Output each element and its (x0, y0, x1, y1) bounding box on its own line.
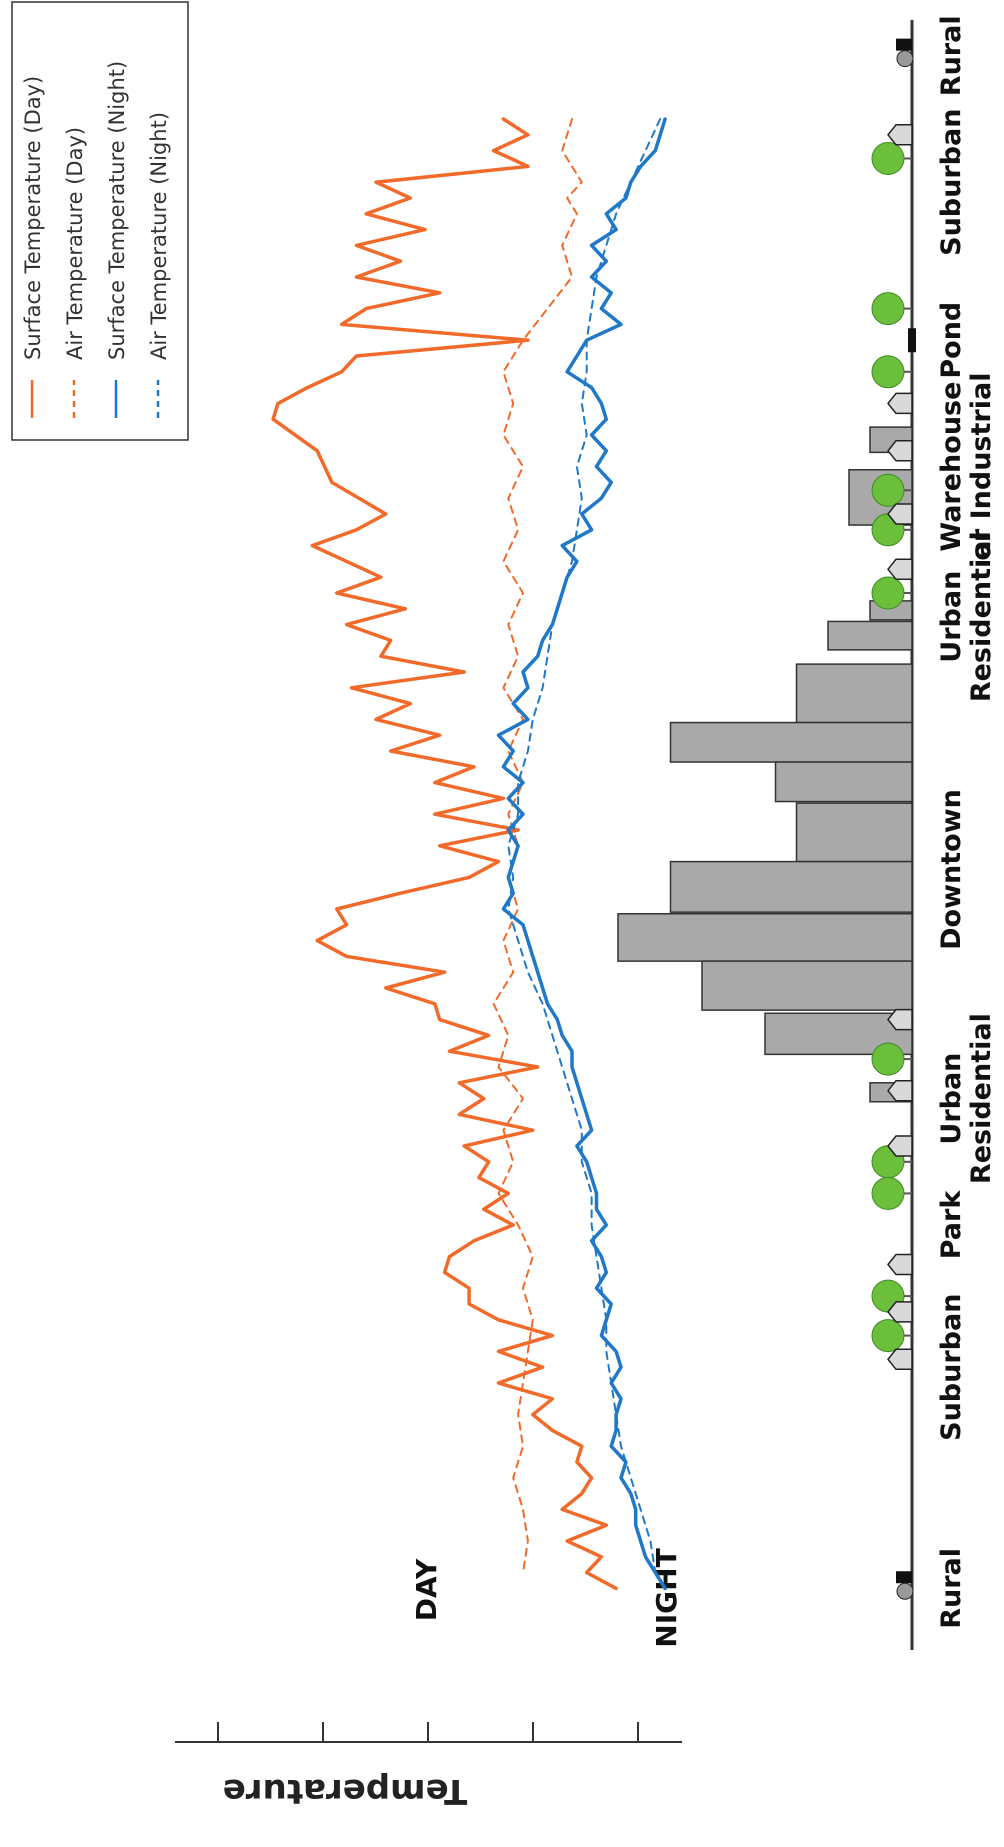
category-label: Pond (936, 302, 967, 379)
legend: Surface Temperature (Day) Air Temperature… (11, 1, 189, 441)
category-label: Rural (936, 15, 967, 96)
tree-icon (871, 142, 905, 175)
house-icon (887, 503, 913, 525)
building (669, 721, 913, 763)
tree-icon (871, 1319, 905, 1353)
day-label: DAY (410, 1558, 443, 1621)
house-icon (887, 1008, 913, 1031)
house-icon (887, 1253, 913, 1276)
house-icon (887, 392, 913, 415)
house-icon (887, 1135, 913, 1157)
legend-label: Air Temperature (Night) (147, 112, 171, 360)
category-label: or Industrial (966, 373, 997, 561)
barn-icon (896, 38, 912, 51)
building (617, 912, 913, 962)
building (795, 663, 913, 724)
silo-icon (896, 50, 914, 68)
building (774, 761, 913, 803)
barn-icon (896, 1571, 912, 1584)
tree-icon (871, 576, 905, 610)
house-icon (887, 558, 913, 581)
category-label: Urban (936, 571, 967, 663)
pond-icon (908, 328, 916, 353)
tree-icon (871, 1176, 905, 1210)
building (701, 960, 913, 1011)
plot-group: Surface Temperature (Day) Air Temperature… (11, 1, 997, 1811)
tree-icon (871, 473, 905, 507)
building (827, 620, 913, 651)
house-icon (887, 440, 913, 462)
series-line (507, 118, 662, 1574)
category-label: Park (936, 1190, 967, 1260)
house-icon (887, 1301, 913, 1323)
category-label: Downtown (936, 789, 967, 950)
building (669, 860, 913, 913)
series (271, 117, 667, 1591)
category-label: Warehouse (936, 382, 967, 552)
category-label: Rural (936, 1548, 967, 1629)
night-label: NIGHT (650, 1548, 683, 1647)
category-label: Suburban (936, 1294, 967, 1441)
category-label: Urban (936, 1053, 967, 1145)
houses (887, 124, 913, 1371)
buildings (617, 426, 913, 1103)
tree-icon (871, 355, 905, 389)
series-line (271, 117, 618, 1591)
series-line (496, 117, 667, 1591)
silo-icon (896, 1582, 914, 1600)
legend-label: Surface Temperature (Day) (21, 76, 45, 360)
house-icon (887, 1348, 913, 1371)
category-label: Residential (966, 1013, 997, 1184)
category-label: Suburban (936, 109, 967, 256)
legend-label: Air Temperature (Day) (63, 127, 87, 360)
temperature-axis: Temperature (175, 1722, 682, 1811)
tree-icon (871, 1042, 905, 1076)
y-axis-label: Temperature (223, 1771, 468, 1811)
legend-box (11, 1, 189, 441)
building (795, 802, 913, 863)
category-label: Residential (966, 531, 997, 702)
tree-icon (871, 292, 905, 326)
house-icon (887, 124, 913, 146)
house-icon (887, 1079, 913, 1102)
legend-label: Surface Temperature (Night) (105, 61, 129, 360)
